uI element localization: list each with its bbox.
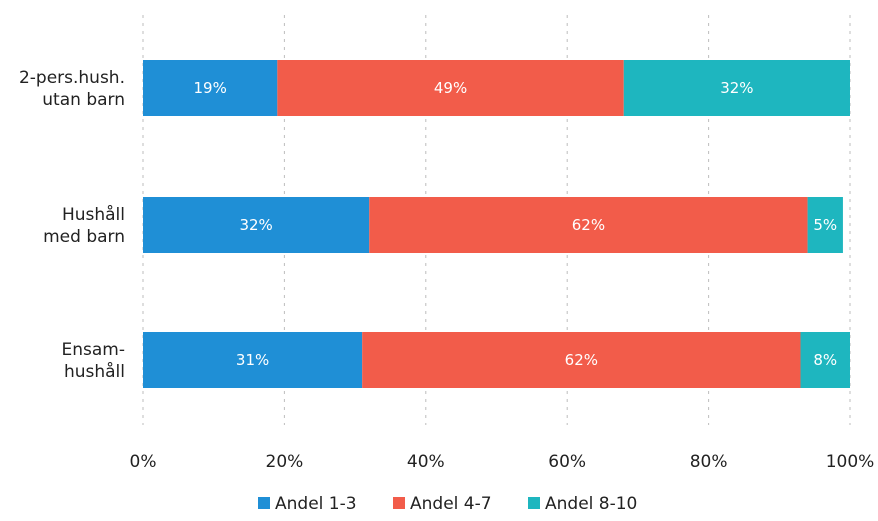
bar-segment [143, 332, 363, 388]
bar-segment [143, 60, 278, 116]
x-tick-label: 20% [266, 452, 304, 472]
legend-label: Andel 4-7 [410, 494, 492, 514]
legend-swatch [528, 497, 540, 509]
category-label: Hushåll [62, 204, 125, 225]
legend-label: Andel 8-10 [545, 494, 637, 514]
data-label: 32% [239, 216, 272, 234]
data-label: 62% [565, 351, 598, 369]
legend-swatch [258, 497, 270, 509]
x-tick-label: 60% [548, 452, 586, 472]
bar-segment [807, 197, 843, 253]
data-label: 19% [193, 79, 226, 97]
x-tick-label: 80% [690, 452, 728, 472]
x-tick-label: 40% [407, 452, 445, 472]
x-tick-label: 100% [826, 452, 875, 472]
bar-segment [623, 60, 850, 116]
legend-swatch [393, 497, 405, 509]
bar-segment [143, 197, 370, 253]
data-label: 5% [813, 216, 837, 234]
data-label: 49% [434, 79, 467, 97]
x-tick-labels: 0% 20% 40% 60% 80% 100% [130, 452, 875, 472]
category-label: 2-pers.hush. [19, 68, 125, 88]
category-label: Ensam- [62, 340, 125, 360]
data-label: 8% [813, 351, 837, 369]
bar-segment [362, 332, 801, 388]
data-label: 32% [720, 79, 753, 97]
bar-segment [800, 332, 850, 388]
bar-segment [277, 60, 624, 116]
data-label: 62% [572, 216, 605, 234]
legend-label: Andel 1-3 [275, 494, 357, 514]
bar-segment [369, 197, 808, 253]
data-label: 31% [236, 351, 269, 369]
bars: 19% 49% 32% 32% 62% 5% 31% 62% 8% [143, 60, 850, 388]
category-label: utan barn [42, 90, 125, 110]
category-label: hushåll [64, 361, 125, 382]
x-tick-label: 0% [130, 452, 157, 472]
category-label: med barn [43, 227, 125, 247]
legend: Andel 1-3 Andel 4-7 Andel 8-10 [258, 494, 637, 514]
